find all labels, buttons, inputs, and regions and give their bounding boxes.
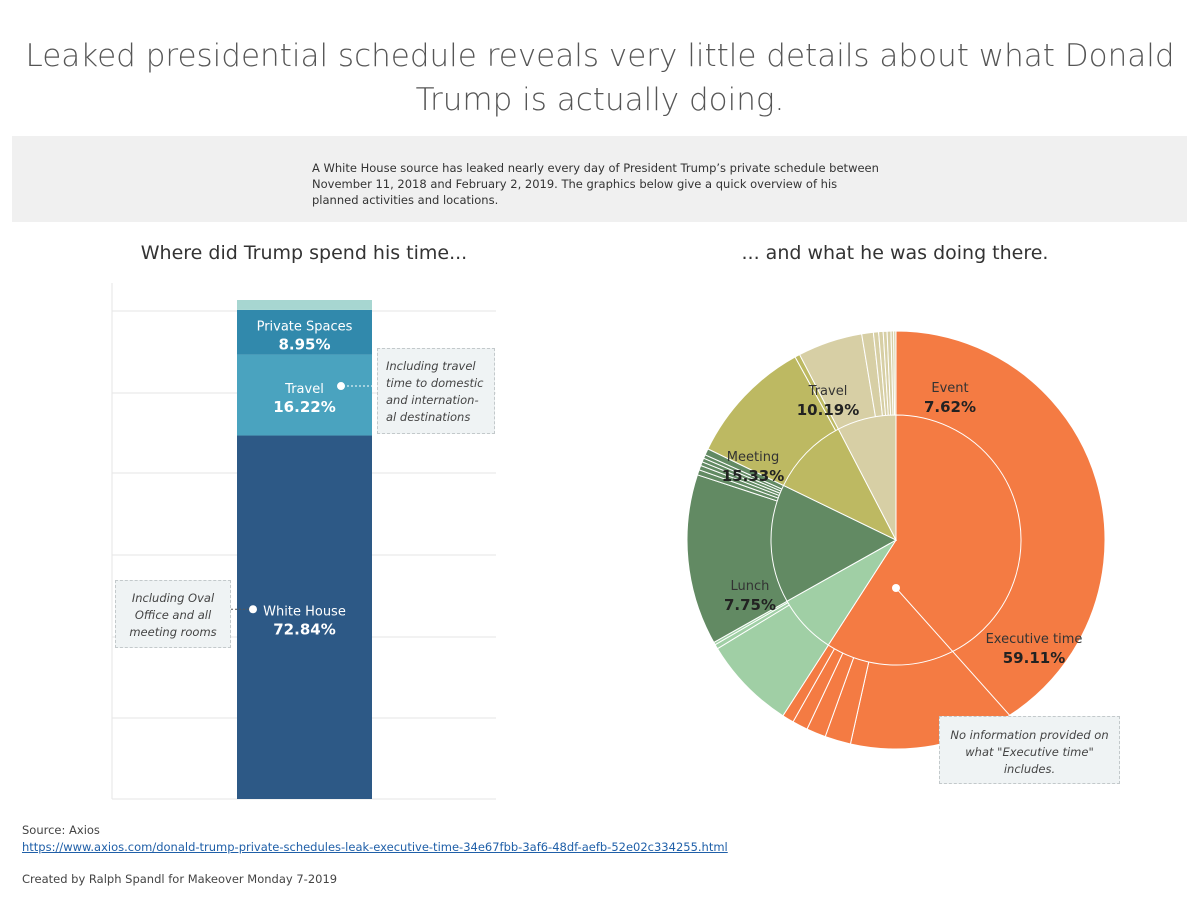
pie-value-travel: 10.19% [797, 401, 859, 419]
pie-label-lunch: Lunch [731, 579, 770, 594]
bar-label-private-spaces: Private Spaces [257, 319, 353, 334]
white-house-annotation: Including Oval Office and all meeting ro… [115, 580, 231, 648]
intro-text: A White House source has leaked nearly e… [312, 161, 879, 207]
bar-segment-white-house [237, 435, 372, 799]
credit-text: Created by Ralph Spandl for Makeover Mon… [22, 872, 338, 886]
pie-value-meeting: 15.33% [722, 467, 784, 485]
outer-slice-event [893, 330, 897, 541]
pie-label-event: Event [931, 381, 968, 396]
source-link[interactable]: https://www.axios.com/donald-trump-priva… [22, 840, 728, 854]
pie-value-lunch: 7.75% [724, 596, 776, 614]
executive-annotation-connector [895, 587, 1031, 739]
travel-annotation: Including travel time to domestic and in… [377, 348, 495, 434]
bar-value-travel: 16.22% [273, 398, 335, 416]
inner-slice-meeting [770, 484, 898, 602]
executive-time-annotation: No information provided on what "Executi… [939, 716, 1120, 784]
white-house-annotation-dot [249, 605, 257, 614]
pie-value-executive-time: 59.11% [1003, 649, 1065, 667]
bar-label-white-house: White House [263, 604, 346, 619]
bar-value-white-house: 72.84% [273, 620, 335, 638]
bar-label-travel: Travel [284, 382, 324, 397]
inner-slice-travel [782, 428, 898, 542]
executive-annotation-dot [892, 584, 900, 592]
travel-annotation-dot [337, 382, 345, 391]
pie-label-travel: Travel [808, 384, 848, 399]
intro-panel: A White House source has leaked nearly e… [12, 136, 1187, 222]
pie-value-event: 7.62% [924, 398, 976, 416]
left-chart-subtitle: Where did Trump spend his time... [140, 242, 468, 264]
page-title: Leaked presidential schedule reveals ver… [25, 38, 1175, 118]
bar-segment-travel [237, 354, 372, 436]
pie-label-meeting: Meeting [727, 450, 779, 465]
inner-slice-executive-time [827, 414, 1022, 666]
source-text: Source: Axios [22, 823, 100, 837]
right-chart-subtitle: ... and what he was doing there. [741, 242, 1049, 264]
inner-slice-event [837, 414, 897, 541]
bar-segment-private-spaces [237, 309, 372, 355]
bar-segment-other [237, 300, 372, 310]
bar-value-private-spaces: 8.95% [278, 335, 330, 353]
pie-label-executive-time: Executive time [986, 632, 1083, 647]
